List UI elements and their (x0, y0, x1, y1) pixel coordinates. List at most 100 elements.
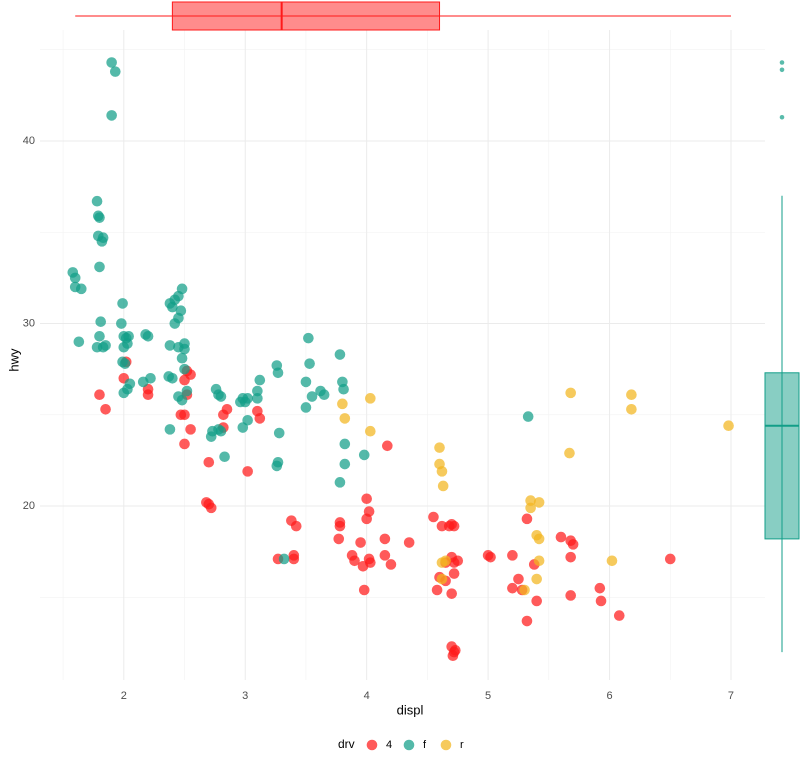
legend-swatch (403, 739, 415, 751)
point (565, 387, 576, 399)
point (339, 458, 351, 470)
point (365, 425, 376, 437)
point (179, 363, 190, 375)
x-tick-label: 4 (364, 690, 370, 702)
point (95, 316, 107, 327)
outlier (779, 67, 785, 73)
legend-swatch (366, 739, 378, 751)
point (203, 456, 215, 468)
point (94, 261, 105, 273)
point (242, 414, 253, 426)
box (171, 1, 441, 31)
point (507, 582, 518, 594)
point (567, 539, 579, 550)
point (565, 590, 576, 601)
legend-title: drv (338, 737, 355, 751)
point (723, 420, 734, 432)
point (271, 460, 283, 472)
point (358, 584, 370, 596)
x-tick-label: 3 (242, 690, 248, 702)
point (365, 557, 376, 568)
point (273, 427, 285, 439)
x-tick-label: 2 (121, 690, 127, 702)
point (304, 358, 315, 369)
legend-swatch (440, 739, 452, 751)
point (446, 588, 457, 599)
point (142, 330, 154, 342)
point (365, 393, 376, 404)
point (525, 502, 536, 514)
point (379, 550, 391, 561)
y-tick-label: 30 (23, 317, 35, 329)
point (513, 573, 524, 585)
point (215, 425, 227, 437)
point (278, 553, 290, 565)
legend-label: 4 (386, 739, 392, 751)
point (94, 212, 105, 223)
point (521, 615, 533, 627)
point (533, 497, 545, 508)
point (334, 349, 346, 360)
point (300, 402, 312, 413)
point (100, 340, 111, 351)
point (358, 449, 370, 461)
point (252, 385, 263, 397)
point (303, 332, 314, 344)
point (164, 340, 176, 351)
point (181, 385, 193, 397)
point (290, 520, 302, 532)
point (337, 398, 348, 410)
point (434, 442, 445, 453)
point (440, 555, 451, 567)
point (349, 555, 360, 567)
point (221, 404, 233, 415)
point (431, 584, 443, 596)
point (595, 595, 607, 607)
point (176, 283, 188, 295)
point (339, 438, 351, 450)
point (564, 447, 575, 459)
point (379, 533, 391, 545)
point (167, 372, 178, 384)
point (361, 493, 372, 505)
point (119, 358, 131, 369)
point (403, 537, 415, 548)
point (436, 466, 448, 477)
point (176, 394, 188, 406)
point (507, 550, 518, 561)
x-tick-label: 7 (728, 690, 734, 702)
point (485, 551, 496, 563)
point (533, 555, 545, 567)
point (382, 440, 393, 452)
point (179, 409, 190, 421)
point (242, 466, 253, 477)
x-tick-label: 5 (485, 690, 491, 702)
point (338, 383, 349, 395)
point (97, 232, 109, 244)
point (318, 389, 330, 401)
x-axis-label: displ (397, 702, 424, 717)
point (272, 367, 284, 379)
point (436, 573, 448, 585)
point (531, 595, 542, 607)
point (75, 283, 87, 295)
point (215, 391, 227, 402)
point (91, 195, 103, 207)
legend-label: r (460, 739, 464, 751)
point (334, 520, 346, 532)
point (288, 550, 300, 561)
point (205, 502, 217, 514)
point (664, 553, 676, 565)
point (436, 520, 448, 532)
y-tick-label: 40 (23, 135, 35, 147)
legend-label: f (423, 739, 427, 751)
point (448, 568, 460, 579)
point (109, 66, 121, 77)
point (533, 533, 545, 545)
point (100, 404, 111, 415)
point (437, 480, 449, 492)
point (242, 393, 253, 404)
point (117, 298, 128, 309)
point (254, 413, 266, 424)
